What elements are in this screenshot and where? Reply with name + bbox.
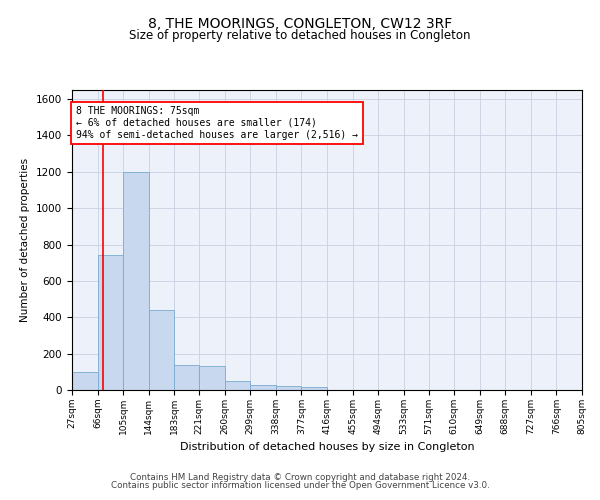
Bar [199, 366, 225, 390]
Text: 8 THE MOORINGS: 75sqm
← 6% of detached houses are smaller (174)
94% of semi-deta: 8 THE MOORINGS: 75sqm ← 6% of detached h… [76, 106, 358, 140]
Bar [72, 372, 98, 390]
Text: Distribution of detached houses by size in Congleton: Distribution of detached houses by size … [179, 442, 475, 452]
Bar [250, 386, 276, 390]
Bar [225, 381, 250, 390]
Bar [174, 366, 199, 390]
Bar [98, 256, 123, 390]
Text: 8, THE MOORINGS, CONGLETON, CW12 3RF: 8, THE MOORINGS, CONGLETON, CW12 3RF [148, 18, 452, 32]
Text: Size of property relative to detached houses in Congleton: Size of property relative to detached ho… [129, 28, 471, 42]
Bar [149, 310, 174, 390]
Text: Contains HM Land Registry data © Crown copyright and database right 2024.: Contains HM Land Registry data © Crown c… [130, 472, 470, 482]
Bar [276, 386, 301, 390]
Y-axis label: Number of detached properties: Number of detached properties [20, 158, 31, 322]
Text: Contains public sector information licensed under the Open Government Licence v3: Contains public sector information licen… [110, 482, 490, 490]
Bar [301, 388, 327, 390]
Bar [123, 172, 149, 390]
